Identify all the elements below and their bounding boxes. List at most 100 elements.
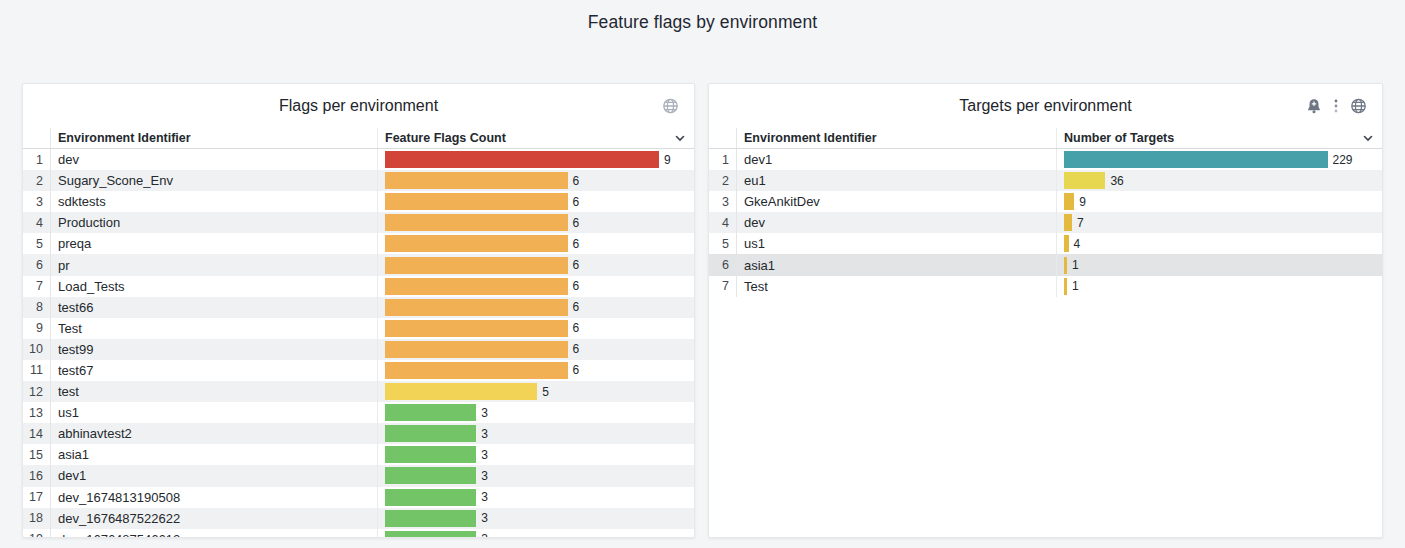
bell-plus-icon[interactable] — [1306, 98, 1322, 115]
environment-cell: Test — [737, 276, 1057, 297]
environment-cell: abhinavtest2 — [51, 423, 378, 444]
row-number: 4 — [709, 212, 737, 233]
gauge-bar — [385, 489, 476, 506]
row-number: 2 — [23, 170, 51, 191]
row-number: 1 — [23, 149, 51, 170]
gauge-bar — [1064, 172, 1105, 189]
row-number: 19 — [23, 529, 51, 538]
gauge-value: 9 — [1079, 195, 1086, 209]
environment-cell: asia1 — [737, 254, 1057, 275]
gauge-bar — [385, 446, 476, 463]
gauge-cell: 3 — [378, 444, 694, 465]
row-number: 6 — [709, 254, 737, 275]
environment-cell: test66 — [51, 297, 378, 318]
gauge-cell: 5 — [378, 381, 694, 402]
row-number-header — [709, 128, 737, 148]
gauge-cell: 6 — [378, 318, 694, 339]
gauge-cell: 6 — [378, 254, 694, 275]
gauge-cell: 1 — [1057, 254, 1382, 275]
gauge-value: 6 — [573, 279, 580, 293]
table-row: 16dev13 — [23, 465, 694, 486]
kebab-menu-icon[interactable] — [1333, 98, 1339, 115]
row-number: 14 — [23, 423, 51, 444]
gauge-bar — [385, 235, 568, 252]
gauge-bar — [385, 362, 568, 379]
table-row: 5preqa6 — [23, 233, 694, 254]
panel-header: Targets per environment — [709, 84, 1382, 128]
gauge-value: 4 — [1074, 237, 1081, 251]
environment-cell: Test — [51, 318, 378, 339]
gauge-bar — [1064, 214, 1072, 231]
table-row: 5us14 — [709, 233, 1382, 254]
globe-icon[interactable] — [1350, 98, 1367, 115]
environment-cell: pr — [51, 254, 378, 275]
gauge-bar — [385, 193, 568, 210]
gauge-bar — [385, 341, 568, 358]
gauge-cell: 9 — [378, 149, 694, 170]
panel-title[interactable]: Flags per environment — [279, 97, 438, 115]
panel-header-icons — [1306, 98, 1367, 115]
globe-icon[interactable] — [662, 98, 679, 115]
gauge-cell: 229 — [1057, 149, 1382, 170]
column-header-count[interactable]: Feature Flags Count — [378, 128, 694, 148]
gauge-cell: 6 — [378, 170, 694, 191]
environment-cell: dev — [737, 212, 1057, 233]
gauge-bar — [1064, 193, 1074, 210]
environment-cell: us1 — [51, 402, 378, 423]
gauge-cell: 7 — [1057, 212, 1382, 233]
gauge-cell: 6 — [378, 360, 694, 381]
environment-cell: test99 — [51, 339, 378, 360]
gauge-cell: 3 — [378, 529, 694, 538]
gauge-bar — [385, 320, 568, 337]
gauge-cell: 6 — [378, 212, 694, 233]
gauge-bar — [385, 383, 537, 400]
gauge-value: 3 — [481, 532, 488, 538]
row-number: 13 — [23, 402, 51, 423]
gauge-bar — [1064, 278, 1067, 295]
gauge-value: 3 — [481, 490, 488, 504]
column-header-environment[interactable]: Environment Identifier — [51, 128, 378, 148]
chevron-down-icon[interactable] — [1362, 132, 1374, 144]
panel-targets-per-environment: Targets per environment Environmen — [708, 83, 1383, 538]
gauge-cell: 3 — [378, 402, 694, 423]
gauge-cell: 3 — [378, 423, 694, 444]
gauge-value: 3 — [481, 406, 488, 420]
table-row: 8test666 — [23, 297, 694, 318]
gauge-value: 6 — [573, 174, 580, 188]
gauge-cell: 9 — [1057, 191, 1382, 212]
gauge-cell: 4 — [1057, 233, 1382, 254]
row-number: 9 — [23, 318, 51, 339]
gauge-value: 36 — [1110, 174, 1123, 188]
environment-cell: GkeAnkitDev — [737, 191, 1057, 212]
panel-header-icons — [662, 98, 679, 115]
column-header-targets[interactable]: Number of Targets — [1057, 128, 1382, 148]
row-number: 15 — [23, 444, 51, 465]
table-row: 6asia11 — [709, 254, 1382, 275]
column-header-count-label: Feature Flags Count — [385, 131, 506, 145]
environment-cell: Sugary_Scone_Env — [51, 170, 378, 191]
environment-cell: Production — [51, 212, 378, 233]
gauge-value: 6 — [573, 300, 580, 314]
gauge-bar — [385, 299, 568, 316]
table-row: 4dev7 — [709, 212, 1382, 233]
column-header-targets-label: Number of Targets — [1064, 131, 1174, 145]
gauge-value: 6 — [573, 237, 580, 251]
panel-title[interactable]: Targets per environment — [959, 97, 1132, 115]
table-body: 1dev12292eu1363GkeAnkitDev94dev75us146as… — [709, 149, 1382, 538]
chevron-down-icon[interactable] — [674, 132, 686, 144]
column-header-environment[interactable]: Environment Identifier — [737, 128, 1057, 148]
table-row: 18dev_16764875226223 — [23, 508, 694, 529]
gauge-bar — [1064, 257, 1067, 274]
gauge-cell: 6 — [378, 276, 694, 297]
environment-cell: dev1 — [51, 465, 378, 486]
row-number: 5 — [23, 233, 51, 254]
table-row: 11test676 — [23, 360, 694, 381]
table-row: 15asia13 — [23, 444, 694, 465]
page-title: Feature flags by environment — [0, 12, 1405, 33]
table-row: 10test996 — [23, 339, 694, 360]
panel-flags-per-environment: Flags per environment Environment Identi… — [22, 83, 695, 538]
gauge-value: 6 — [573, 321, 580, 335]
gauge-value: 6 — [573, 195, 580, 209]
row-number: 16 — [23, 465, 51, 486]
environment-cell: dev1 — [737, 149, 1057, 170]
